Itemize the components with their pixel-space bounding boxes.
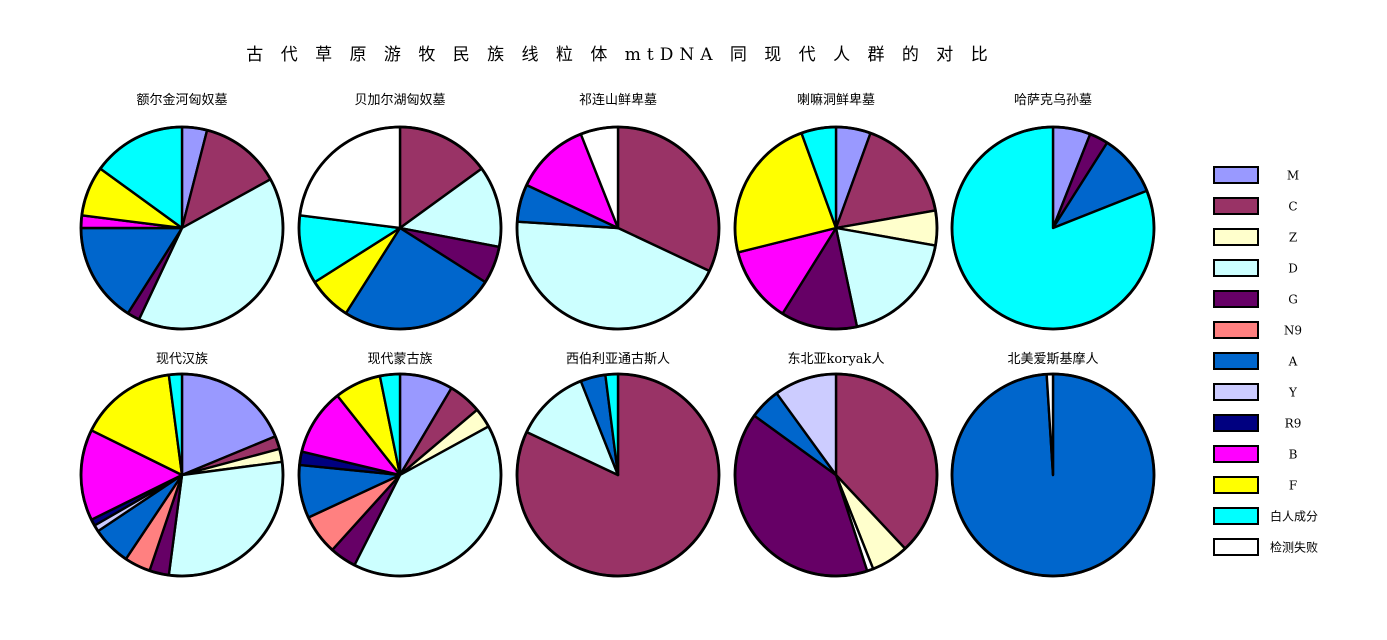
pie-5: 哈萨克乌孙墓: [950, 92, 1156, 331]
legend-swatch-B: [1213, 445, 1259, 463]
pie-outline: [79, 372, 285, 578]
legend-label-B: B: [1289, 448, 1298, 462]
legend-label-A: A: [1288, 355, 1298, 369]
pie-3: 祁连山鲜卑墓: [515, 92, 721, 331]
pie-8: 西伯利亚通古斯人: [515, 352, 721, 578]
pie-title: 现代汉族: [156, 351, 208, 367]
pie-outline: [297, 125, 503, 331]
legend-label-Z: Z: [1289, 231, 1297, 245]
pie-outline: [733, 372, 939, 578]
pie-title: 西伯利亚通古斯人: [566, 352, 670, 367]
legend-label-R9: R9: [1285, 417, 1302, 431]
pie-outline: [950, 125, 1156, 331]
chart-title: 古 代 草 原 游 牧 民 族 线 粒 体 mtDNA 同 现 代 人 群 的 …: [246, 45, 994, 65]
legend-swatch-D: [1213, 259, 1259, 277]
legend-swatch-Z: [1213, 228, 1259, 246]
pie-title: 北美爱斯基摩人: [1007, 351, 1098, 367]
legend-label-D: D: [1288, 262, 1298, 276]
legend-label-F: F: [1289, 479, 1297, 493]
legend-label-N9: N9: [1284, 324, 1302, 338]
legend-label-X: 检测失败: [1270, 540, 1318, 555]
pie-7: 现代蒙古族: [297, 351, 503, 578]
pie-title: 东北亚koryak人: [788, 352, 885, 367]
legend-swatch-F: [1213, 476, 1259, 494]
legend-swatch-R9: [1213, 414, 1259, 432]
legend-swatch-N9: [1213, 321, 1259, 339]
legend-label-W: 白人成分: [1270, 509, 1318, 524]
pie-title: 额尔金河匈奴墓: [136, 92, 227, 108]
legend-swatch-G: [1213, 290, 1259, 308]
pie-slice-X: [298, 125, 402, 230]
pie-title: 现代蒙古族: [367, 351, 432, 367]
pie-outline: [79, 125, 285, 331]
pie-outline: [515, 125, 721, 331]
pie-outline: [297, 372, 503, 578]
pie-2: 贝加尔湖匈奴墓: [297, 92, 503, 331]
pie-10: 北美爱斯基摩人: [950, 351, 1156, 578]
pie-outline: [515, 372, 721, 578]
legend-label-C: C: [1288, 200, 1297, 214]
pie-title: 贝加尔湖匈奴墓: [354, 92, 445, 108]
legend-swatch-C: [1213, 197, 1259, 215]
legend-label-Y: Y: [1288, 386, 1298, 400]
legend-label-G: G: [1288, 293, 1298, 307]
legend-swatch-W: [1213, 507, 1259, 525]
legend-swatch-A: [1213, 352, 1259, 370]
legend-label-M: M: [1287, 169, 1299, 183]
pie-1: 额尔金河匈奴墓: [79, 92, 285, 331]
pie-4: 喇嘛洞鲜卑墓: [733, 92, 939, 331]
legend-swatch-Y: [1213, 383, 1259, 401]
pie-outline: [950, 372, 1156, 578]
pie-9: 东北亚koryak人: [733, 352, 939, 578]
pie-slice-D: [167, 460, 285, 578]
pie-title: 祁连山鲜卑墓: [579, 92, 657, 108]
pie-title: 喇嘛洞鲜卑墓: [797, 92, 875, 108]
legend-swatch-M: [1213, 166, 1259, 184]
legend-swatch-X: [1213, 538, 1259, 556]
pie-6: 现代汉族: [79, 351, 285, 578]
pie-outline: [733, 125, 939, 331]
pie-title: 哈萨克乌孙墓: [1014, 92, 1092, 108]
